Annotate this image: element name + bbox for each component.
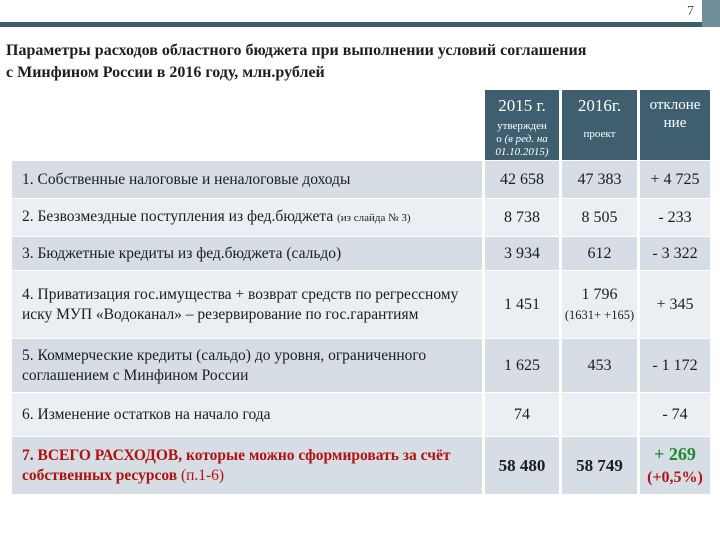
header-2016: 2016г. проект: [559, 90, 637, 160]
header-2015-sub2: о: [496, 133, 502, 145]
header-2015-sub1: утвержден: [497, 120, 547, 132]
header-2015-year: 2015 г.: [498, 96, 546, 115]
row5-label: 5. Коммерческие кредиты (сальдо) до уров…: [12, 338, 482, 392]
table-row: 6. Изменение остатков на начало года 74 …: [12, 392, 710, 436]
row3-label: 3. Бюджетные кредиты из фед.бюджета (сал…: [12, 236, 482, 270]
total-dev-percent: (+0,5%): [647, 469, 703, 486]
budget-table: 2015 г. утвержден о (в ред. на 01.10.201…: [12, 90, 710, 494]
page-number: 7: [687, 4, 694, 19]
total-dev-value: + 269: [654, 444, 696, 464]
row5-dev: - 1 172: [637, 338, 710, 392]
row4-label: 4. Приватизация гос.имущества + возврат …: [12, 270, 482, 338]
row4-dev: + 345: [637, 270, 710, 338]
title-line-1: Параметры расходов областного бюджета пр…: [6, 42, 587, 59]
header-blank: [12, 90, 482, 160]
table-row: 2. Безвозмездные поступления из фед.бюдж…: [12, 198, 710, 236]
table-header: 2015 г. утвержден о (в ред. на 01.10.201…: [12, 90, 710, 160]
row5-2015: 1 625: [482, 338, 559, 392]
row2-label: 2. Безвозмездные поступления из фед.бюдж…: [12, 198, 482, 236]
table-row: 3. Бюджетные кредиты из фед.бюджета (сал…: [12, 236, 710, 270]
row4-2016-value: 1 796: [581, 286, 618, 303]
row3-2016: 612: [559, 236, 637, 270]
top-accent: [702, 0, 720, 27]
total-dev: + 269 (+0,5%): [637, 436, 710, 494]
total-2016: 58 749: [559, 436, 637, 494]
row4-2015: 1 451: [482, 270, 559, 338]
row4-2016: 1 796 (1631+ +165): [559, 270, 637, 338]
table-row: 4. Приватизация гос.имущества + возврат …: [12, 270, 710, 338]
row1-2016: 47 383: [559, 160, 637, 198]
top-bar: [0, 0, 720, 27]
row3-dev: - 3 322: [637, 236, 710, 270]
top-band: [0, 22, 720, 27]
row4-2016-note: (1631+ +165): [564, 308, 635, 322]
row6-2016: [559, 392, 637, 436]
row2-2015: 8 738: [482, 198, 559, 236]
header-2016-year: 2016г.: [577, 96, 622, 115]
row2-dev: - 233: [637, 198, 710, 236]
row6-2015: 74: [482, 392, 559, 436]
row6-dev: - 74: [637, 392, 710, 436]
page-title: Параметры расходов областного бюджета пр…: [6, 40, 706, 84]
header-2015: 2015 г. утвержден о (в ред. на 01.10.201…: [482, 90, 559, 160]
row1-label: 1. Собственные налоговые и неналоговые д…: [12, 160, 482, 198]
total-label-bold: 7. ВСЕГО РАСХОДОВ, которые можно сформир…: [22, 446, 451, 484]
total-label-tail: (п.1-6): [177, 466, 225, 484]
row1-dev: + 4 725: [637, 160, 710, 198]
title-line-2: с Минфином России в 2016 году, млн.рубле…: [6, 64, 325, 81]
total-label: 7. ВСЕГО РАСХОДОВ, которые можно сформир…: [12, 436, 482, 494]
header-2015-sub: утвержден о (в ред. на 01.10.2015): [485, 120, 559, 159]
row6-label: 6. Изменение остатков на начало года: [12, 392, 482, 436]
row2-label-text: 2. Безвозмездные поступления из фед.бюдж…: [22, 208, 334, 225]
header-2015-sub3: (в ред. на 01.10.2015): [495, 133, 549, 158]
row2-note: (из слайда № 3): [337, 212, 411, 224]
header-deviation: отклоне ние: [637, 90, 710, 160]
row2-2016: 8 505: [559, 198, 637, 236]
row5-2016: 453: [559, 338, 637, 392]
table-row: 1. Собственные налоговые и неналоговые д…: [12, 160, 710, 198]
row1-2015: 42 658: [482, 160, 559, 198]
header-2016-sub: проект: [583, 128, 616, 140]
total-2015: 58 480: [482, 436, 559, 494]
table-row: 5. Коммерческие кредиты (сальдо) до уров…: [12, 338, 710, 392]
table-row-total: 7. ВСЕГО РАСХОДОВ, которые можно сформир…: [12, 436, 710, 494]
row3-2015: 3 934: [482, 236, 559, 270]
